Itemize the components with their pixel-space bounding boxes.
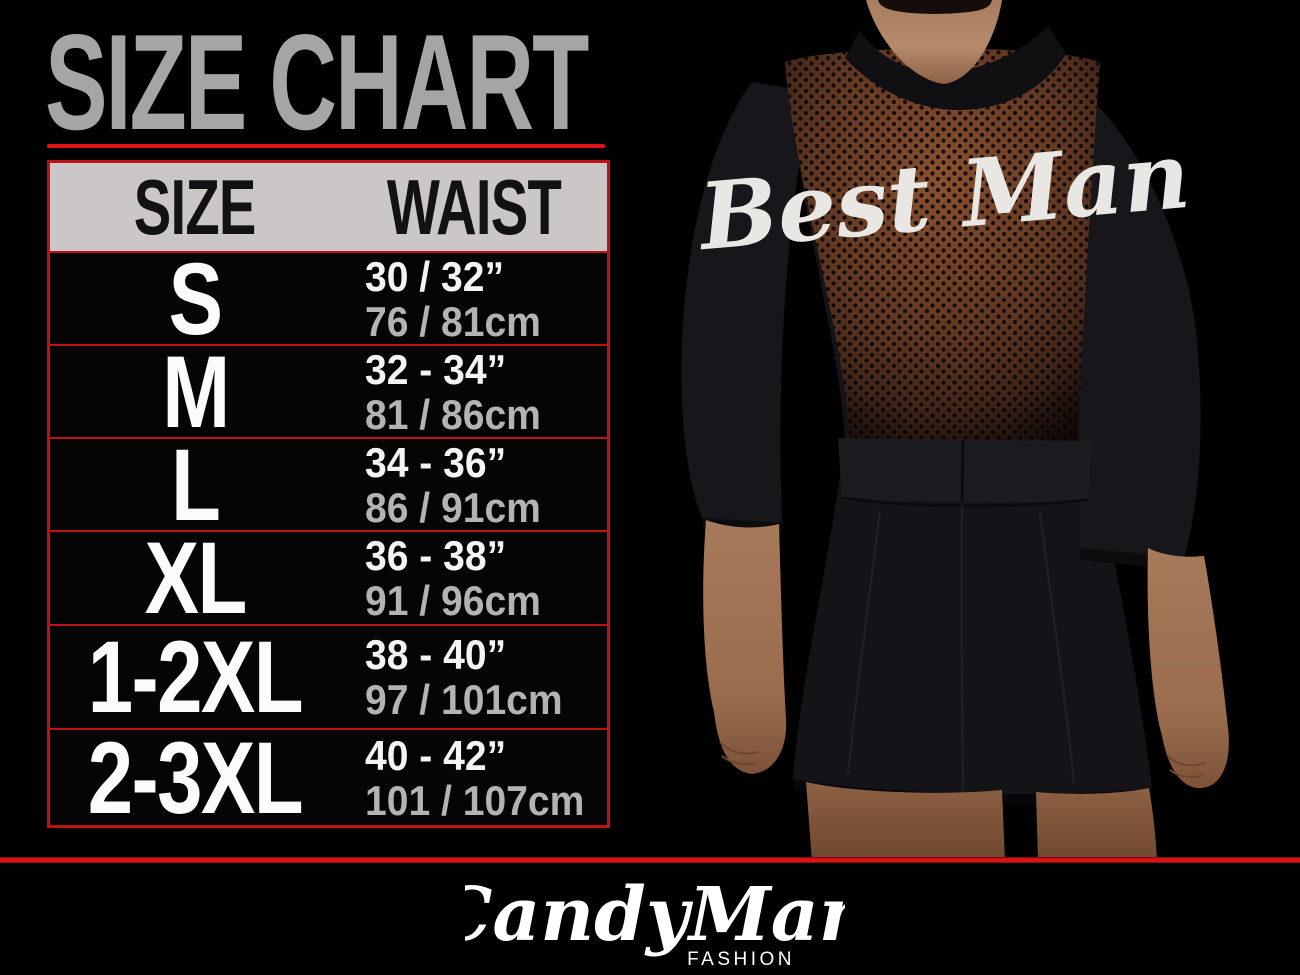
brand-name: CandyMan <box>465 872 845 958</box>
right-forearm-hand <box>1147 548 1229 789</box>
waist-cell: 34 - 36” 86 / 91cm <box>340 439 607 530</box>
header-size-label: SIZE <box>134 163 257 251</box>
size-cell: XL <box>50 521 340 635</box>
header-cell-size: SIZE <box>50 163 340 251</box>
bottom-red-rule <box>0 857 1300 863</box>
size-value: S <box>168 241 223 356</box>
waist-inches: 40 - 42” <box>365 731 507 779</box>
waist-inches: 38 - 40” <box>365 631 507 678</box>
left-sleeve <box>681 82 812 523</box>
right-sleeve <box>1070 92 1201 558</box>
waist-centimeters: 76 / 81cm <box>365 297 541 345</box>
waist-inches: 30 / 32” <box>365 252 504 300</box>
size-value: L <box>170 427 221 542</box>
size-value: M <box>161 334 230 449</box>
size-value: 2-3XL <box>87 720 304 835</box>
table-row: M 32 - 34” 81 / 86cm <box>50 334 607 449</box>
left-thigh <box>806 782 1005 862</box>
waist-centimeters: 91 / 96cm <box>365 577 541 624</box>
waist-cell: 40 - 42” 101 / 107cm <box>340 730 607 825</box>
model-photo: Best Man <box>650 0 1300 862</box>
waist-cell: 36 - 38” 91 / 96cm <box>340 532 607 624</box>
waist-cell: 32 - 34” 81 / 86cm <box>340 346 607 437</box>
waist-inches: 36 - 38” <box>365 532 507 579</box>
table-header-row: SIZE WAIST <box>50 163 607 251</box>
waist-centimeters: 81 / 86cm <box>365 390 541 438</box>
right-thigh <box>1036 788 1157 862</box>
title-underline <box>47 144 605 148</box>
waist-centimeters: 97 / 101cm <box>365 676 563 723</box>
table-row: XL 36 - 38” 91 / 96cm <box>50 521 607 635</box>
size-cell: M <box>50 334 340 449</box>
left-forearm-hand <box>703 520 787 774</box>
waist-centimeters: 86 / 91cm <box>365 483 541 531</box>
size-value: XL <box>144 521 247 635</box>
size-table: SIZE WAIST S 30 / 32” 76 / 81cm M 32 - 3… <box>47 160 610 835</box>
robe-skirt-folds <box>846 504 1076 791</box>
brand-logo: CandyMan FASHION <box>465 872 845 970</box>
waist-inches: 32 - 34” <box>365 345 507 393</box>
left-hand-fingers <box>719 741 759 766</box>
page-title: SIZE CHART <box>45 6 589 158</box>
waist-centimeters: 101 / 107cm <box>365 776 585 824</box>
robe-belt <box>838 438 1092 508</box>
model-hairline <box>878 0 992 14</box>
size-cell: L <box>50 427 340 542</box>
table-row: S 30 / 32” 76 / 81cm <box>50 241 607 356</box>
right-hand-fingers <box>1167 755 1207 779</box>
size-cell: S <box>50 241 340 356</box>
table-row: L 34 - 36” 86 / 91cm <box>50 427 607 542</box>
waist-cell: 30 / 32” 76 / 81cm <box>340 253 607 344</box>
waist-cell: 38 - 40” 97 / 101cm <box>340 626 607 728</box>
size-cell: 1-2XL <box>50 626 340 728</box>
brand-subtitle: FASHION <box>687 949 795 970</box>
waist-inches: 34 - 36” <box>365 438 507 486</box>
size-cell: 2-3XL <box>50 720 340 835</box>
table-row: 2-3XL 40 - 42” 101 / 107cm <box>50 720 607 835</box>
robe-collar <box>845 26 1066 110</box>
header-waist-label: WAIST <box>386 163 561 251</box>
header-cell-waist: WAIST <box>340 163 607 251</box>
model-neck <box>866 0 1002 84</box>
table-row: 1-2XL 38 - 40” 97 / 101cm <box>50 624 607 728</box>
size-value: 1-2XL <box>87 620 304 734</box>
